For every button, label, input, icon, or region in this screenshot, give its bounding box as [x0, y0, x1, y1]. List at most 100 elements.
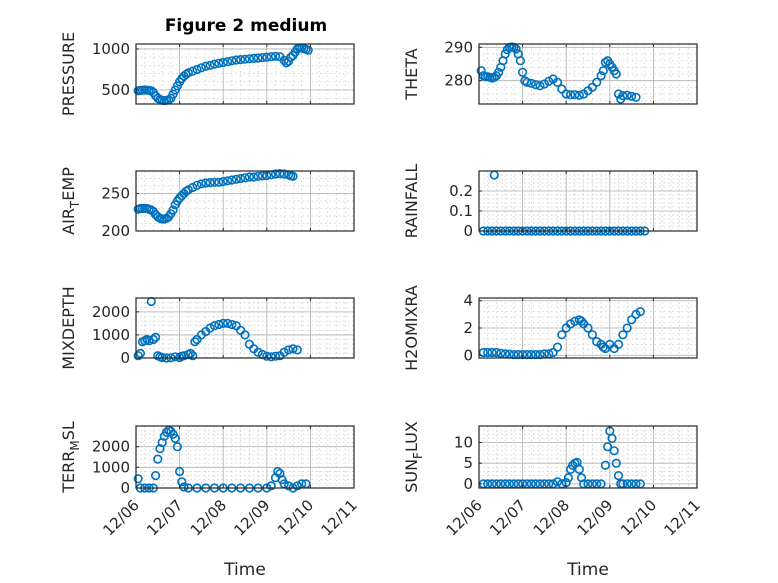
theta-y-tick-label: 290	[444, 38, 473, 56]
mixdepth-data-point	[240, 330, 250, 340]
terr-msl-y-tick-label: 1000	[92, 458, 130, 476]
h2omixra-data-point	[613, 339, 624, 350]
sun-flux-data-point	[611, 458, 621, 468]
sun-flux-data-point	[613, 471, 624, 481]
air-temp-y-tick-label: 200	[101, 222, 130, 240]
pressure-data-point	[188, 66, 198, 76]
theta-data-point	[494, 67, 504, 77]
mixdepth-data-point	[262, 351, 272, 361]
mixdepth-data-point	[151, 332, 161, 342]
air-temp-axes: 200 250 AIRTEMP	[59, 167, 355, 240]
theta-y-axis-label: THETA	[402, 48, 421, 100]
sun-flux-y-tick-label: 5	[463, 454, 473, 472]
sun-flux-x-axis-label: Time	[566, 560, 609, 580]
theta-data-point	[626, 91, 637, 101]
sun-flux-axes-frame	[478, 425, 698, 489]
theta-data-point	[500, 49, 510, 59]
sun-flux-data-point	[607, 433, 617, 444]
figure-title: Figure 2 medium	[165, 16, 327, 36]
air-temp-data-point	[231, 174, 241, 184]
h2omixra-data-point	[583, 323, 593, 333]
theta-data-point	[592, 77, 602, 87]
theta-data-point	[535, 81, 545, 91]
air-temp-data-point	[168, 205, 178, 215]
air-temp-data-point	[209, 177, 220, 187]
h2omixra-y-tick-label: 2	[463, 319, 473, 337]
pressure-data-point	[231, 55, 241, 65]
terr-msl-data-point	[172, 442, 182, 452]
mixdepth-y-tick-label: 0	[120, 349, 130, 367]
h2omixra-data-point	[487, 347, 497, 358]
sun-flux-data-point	[609, 446, 619, 456]
sun-flux-y-tick-label: 0	[463, 475, 473, 493]
terr-msl-data-point	[273, 466, 283, 477]
theta-data-point	[531, 80, 541, 90]
mixdepth-y-axis-label: MIXDEPTH	[59, 286, 78, 369]
rainfall-axes-frame	[478, 170, 698, 232]
theta-data-point	[561, 89, 571, 99]
rainfall-y-tick-label: 0	[463, 222, 473, 240]
mixdepth-data-point	[170, 352, 180, 362]
pressure-data-point	[303, 45, 313, 55]
theta-data-point	[618, 91, 628, 101]
h2omixra-data-point	[478, 347, 489, 358]
h2omixra-data-point	[552, 342, 563, 352]
h2omixra-data-point	[635, 307, 645, 317]
theta-y-tick-label: 280	[444, 72, 473, 90]
h2omixra-data-point	[622, 323, 632, 333]
air-temp-data-point	[183, 185, 193, 195]
rainfall-axes: 0 0.1 0.2 RAINFALL	[402, 164, 698, 240]
h2omixra-data-point	[557, 330, 567, 340]
pressure-axes-frame	[135, 43, 355, 105]
h2omixra-data-point	[618, 330, 628, 340]
terr-msl-data-point	[170, 433, 180, 444]
pressure-y-axis-label: PRESSURE	[59, 32, 78, 116]
air-temp-axes-frame	[135, 170, 355, 232]
air-temp-data-point	[223, 176, 233, 186]
theta-data-point	[557, 84, 567, 94]
terr-msl-y-tick-label: 0	[120, 479, 130, 497]
h2omixra-axes: 0 2 4 H2OMIXRA	[402, 285, 698, 371]
mixdepth-data-point	[279, 347, 289, 357]
theta-data-point	[517, 67, 528, 77]
theta-data-point	[522, 77, 532, 87]
air-temp-y-axis-label: AIRTEMP	[59, 167, 82, 235]
pressure-data-point	[196, 63, 206, 73]
terr-msl-y-axis-label: TERRMSL	[59, 421, 82, 494]
terr-msl-axes-frame	[135, 425, 355, 489]
pressure-data-point	[223, 57, 233, 67]
air-temp-data-point	[201, 178, 211, 188]
air-temp-data-point	[288, 171, 298, 181]
pressure-data-point	[244, 54, 254, 64]
h2omixra-y-axis-label: H2OMIXRA	[402, 285, 421, 371]
mixdepth-data-point	[223, 318, 233, 329]
theta-data-point	[574, 90, 584, 100]
air-temp-y-tick-label: 250	[101, 185, 130, 203]
pressure-data-point	[209, 59, 220, 69]
air-temp-data-point	[249, 172, 259, 182]
mixdepth-data-point	[188, 351, 198, 361]
theta-data-point	[622, 90, 632, 100]
pressure-data-point	[183, 68, 193, 78]
terr-msl-axes: 0 1000 2000 12/06 12/07 12/08 12/09 12/10 12/11 T…	[59, 421, 361, 580]
h2omixra-data-point	[626, 315, 637, 325]
h2omixra-y-tick-label: 0	[463, 346, 473, 364]
sun-flux-x-tick-label: 12/11	[661, 496, 704, 539]
h2omixra-data-point	[496, 348, 506, 358]
theta-data-point	[552, 77, 563, 87]
pressure-data-point	[240, 54, 250, 64]
terr-msl-x-tick-label: 12/08	[187, 496, 230, 539]
rainfall-y-axis-label: RAINFALL	[402, 164, 421, 239]
terr-msl-x-tick-label: 12/10	[274, 496, 317, 539]
mixdepth-data-point	[214, 319, 224, 330]
theta-data-point	[611, 69, 621, 79]
terr-msl-y-tick-label: 2000	[92, 438, 130, 456]
mixdepth-axes-frame	[135, 297, 355, 359]
h2omixra-y-tick-label: 4	[463, 292, 473, 310]
h2omixra-data-point	[587, 330, 598, 340]
mixdepth-data-point	[218, 318, 228, 329]
pressure-data-point	[257, 52, 268, 63]
pressure-data-point	[253, 53, 263, 63]
theta-axes: 280 290 THETA	[402, 38, 698, 105]
rainfall-y-tick-label: 0.1	[449, 202, 473, 220]
